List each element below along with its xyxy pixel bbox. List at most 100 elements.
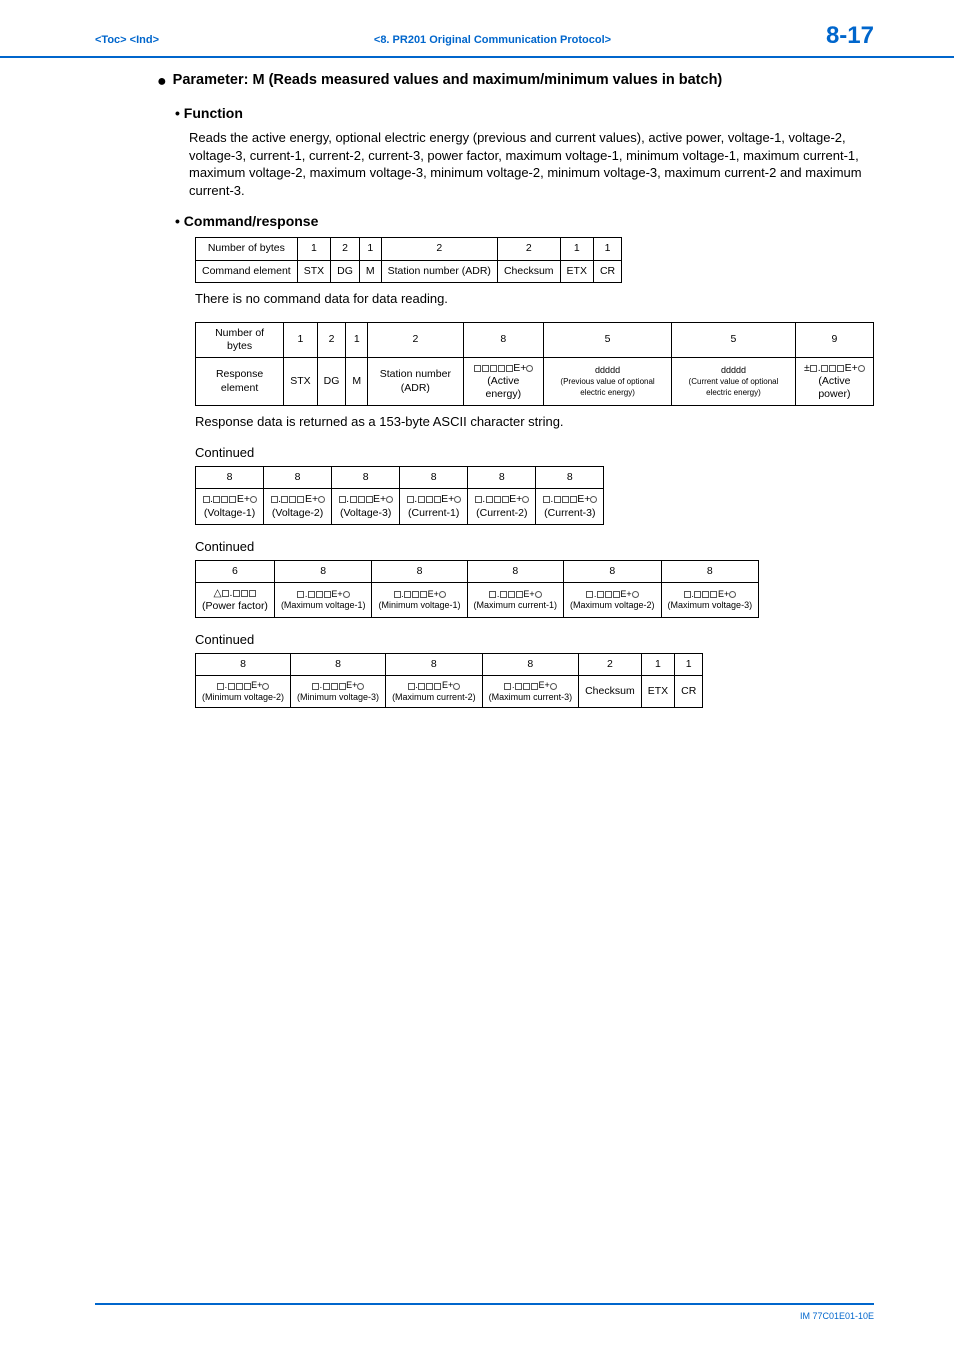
cell: 1 <box>297 238 330 260</box>
cell: 8 <box>463 322 543 357</box>
cell-label: (Maximum current-3) <box>489 692 573 702</box>
pattern-icon: .E+ <box>542 493 597 505</box>
pattern-icon: .E+ <box>474 493 529 505</box>
cell-label: (Voltage-2) <box>272 507 323 519</box>
continued-table-2: 6 8 8 8 8 8 △.(Power factor) .E+(Maximum… <box>195 560 759 619</box>
cell: 8 <box>264 467 332 489</box>
pattern-icon: .E+ <box>393 589 446 599</box>
toc-link[interactable]: <Toc> <box>95 34 127 46</box>
cell: .E+(Current-1) <box>400 489 468 524</box>
cell: .E+(Maximum current-1) <box>467 582 564 618</box>
cell: △.(Power factor) <box>196 582 275 618</box>
pattern-icon: ±.E+ <box>804 362 865 374</box>
cell: 8 <box>661 560 759 582</box>
pattern-icon: .E+ <box>270 493 325 505</box>
cell-label: (Minimum voltage-2) <box>202 692 284 702</box>
cell: 8 <box>274 560 372 582</box>
pattern-icon: .E+ <box>338 493 393 505</box>
cell: 1 <box>675 654 703 676</box>
cell: 1 <box>641 654 674 676</box>
cell-label: (Active power) <box>818 375 850 400</box>
cell: CR <box>675 676 703 708</box>
cell: 1 <box>284 322 317 357</box>
cell: .E+ (Maximum current-3) <box>482 676 579 708</box>
pattern-icon: .E+ <box>586 589 639 599</box>
pattern-icon: .E+ <box>406 493 461 505</box>
cell: 8 <box>482 654 579 676</box>
cell: ETX <box>641 676 674 708</box>
pattern-icon: .E+ <box>504 680 557 690</box>
cell: ddddd (Current value of optional electri… <box>672 357 796 405</box>
cell-label: (Power factor) <box>202 600 268 612</box>
row-label: Number of bytes <box>196 238 298 260</box>
continued-table-1: 8 8 8 8 8 8 .E+(Voltage-1) .E+ (Voltage-2… <box>195 466 604 524</box>
cell: Checksum <box>497 260 560 282</box>
cell-label: (Maximum voltage-1) <box>281 600 366 610</box>
cell: DG <box>331 260 360 282</box>
cell: 2 <box>331 238 360 260</box>
cell-label: (Minimum voltage-1) <box>378 600 460 610</box>
response-note: Response data is returned as a 153-byte … <box>195 414 874 429</box>
cell: 1 <box>560 238 593 260</box>
cell: 1 <box>346 322 368 357</box>
cell: 1 <box>359 238 381 260</box>
cell: DG <box>317 357 346 405</box>
cell: Checksum <box>579 676 642 708</box>
cell: M <box>346 357 368 405</box>
cell: ddddd (Previous value of optional electr… <box>544 357 672 405</box>
cell: 2 <box>368 322 464 357</box>
row-label: Number of bytes <box>196 322 284 357</box>
cell: .E+(Voltage-1) <box>196 489 264 524</box>
cell: E+ (Active energy) <box>463 357 543 405</box>
parameter-title-text: Parameter: M (Reads measured values and … <box>173 72 723 88</box>
continued-label: Continued <box>195 632 874 647</box>
cell: 8 <box>386 654 483 676</box>
pattern-icon: △. <box>213 587 256 599</box>
header-chapter: <8. PR201 Original Communication Protoco… <box>374 34 611 46</box>
cell: 8 <box>196 467 264 489</box>
cell: .E+(Voltage-3) <box>332 489 400 524</box>
function-heading: Function <box>175 105 874 121</box>
row-label: Response element <box>196 357 284 405</box>
cell: 2 <box>579 654 642 676</box>
cell: 6 <box>196 560 275 582</box>
pattern-icon: .E+ <box>297 589 350 599</box>
cell: ETX <box>560 260 593 282</box>
cell: 2 <box>317 322 346 357</box>
cell: 2 <box>497 238 560 260</box>
cell: .E+(Maximum voltage-1) <box>274 582 372 618</box>
cell: 8 <box>536 467 604 489</box>
row-label: Command element <box>196 260 298 282</box>
page-number: 8-17 <box>826 22 874 50</box>
cell: 8 <box>332 467 400 489</box>
pattern-icon: .E+ <box>407 680 460 690</box>
cell: 2 <box>381 238 497 260</box>
command-table: Number of bytes 1 2 1 2 2 1 1 Command el… <box>195 237 622 282</box>
cell: 1 <box>593 238 621 260</box>
cell: 8 <box>400 467 468 489</box>
cell-label: (Maximum current-1) <box>474 600 558 610</box>
cell: 8 <box>196 654 291 676</box>
cell: .E+ (Voltage-2) <box>264 489 332 524</box>
cell: 8 <box>468 467 536 489</box>
pattern-icon: .E+ <box>683 589 736 599</box>
pattern-icon: .E+ <box>312 680 365 690</box>
cell-sublabel: (Previous value of optional electric ene… <box>560 377 654 397</box>
cell-label: (Current-3) <box>544 507 595 519</box>
cell: STX <box>284 357 317 405</box>
cell: .E+(Maximum voltage-3) <box>661 582 759 618</box>
cell: .E+(Maximum current-2) <box>386 676 483 708</box>
footer-text: IM 77C01E01-10E <box>800 1311 874 1321</box>
cell: 8 <box>564 560 662 582</box>
cell-label: (Current-2) <box>476 507 527 519</box>
bullet-icon: ● <box>157 72 167 91</box>
cell: .E+(Minimum voltage-3) <box>291 676 386 708</box>
cell-label: (Active energy) <box>486 375 522 400</box>
response-table: Number of bytes 1 2 1 2 8 5 5 9 Response… <box>195 322 874 407</box>
ind-link[interactable]: <Ind> <box>130 34 159 46</box>
content-area: ● Parameter: M (Reads measured values an… <box>0 58 954 734</box>
cell: 8 <box>467 560 564 582</box>
cell: .E+(Minimum voltage-2) <box>196 676 291 708</box>
cell: 5 <box>672 322 796 357</box>
cell: Station number (ADR) <box>381 260 497 282</box>
